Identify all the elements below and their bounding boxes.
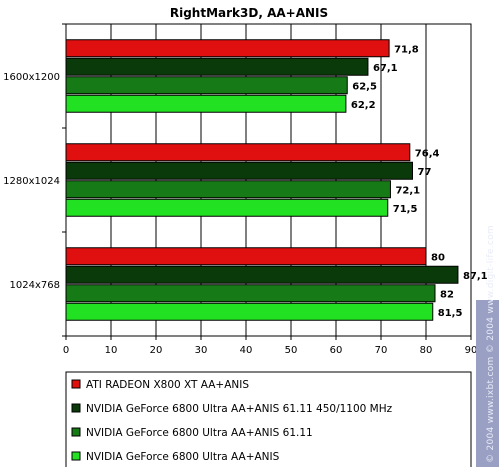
legend-swatch-3 — [71, 451, 81, 461]
legend — [65, 371, 472, 471]
x-tick-label-80: 80 — [420, 345, 433, 356]
legend-label-3: NVIDIA GeForce 6800 Ultra AA+ANIS — [86, 451, 280, 463]
x-tick-label-40: 40 — [240, 345, 253, 356]
legend-label-0: ATI RADEON X800 XT AA+ANIS — [86, 379, 249, 391]
legend-swatch-1 — [71, 403, 81, 413]
bar-1280x1024-s2 — [65, 180, 391, 199]
data-label-1024x768-s3: 81,5 — [438, 308, 463, 319]
data-label-1024x768-s2: 82 — [440, 289, 454, 300]
bar-1024x768-s3 — [65, 302, 434, 321]
x-tick-label-50: 50 — [285, 345, 298, 356]
bar-1024x768-s0 — [65, 247, 427, 266]
legend-swatch-0 — [71, 379, 81, 389]
x-tick-label-90: 90 — [465, 345, 478, 356]
data-label-1280x1024-s1: 77 — [418, 167, 432, 178]
bar-1600x1200-s2 — [65, 76, 348, 95]
watermark-text: © 2004 www.ixbt.com © 2004 www.digit-lif… — [486, 225, 496, 463]
category-label-1280x1024: 1280x1024 — [3, 176, 60, 187]
watermark: © 2004 www.ixbt.com © 2004 www.digit-lif… — [476, 225, 499, 467]
data-label-1600x1200-s2: 62,5 — [352, 81, 377, 92]
x-tick-label-70: 70 — [375, 345, 388, 356]
bar-1280x1024-s3 — [65, 198, 389, 217]
data-label-1280x1024-s3: 71,5 — [393, 204, 418, 215]
data-label-1600x1200-s3: 62,2 — [351, 100, 376, 111]
plot-area — [65, 23, 472, 337]
category-label-1600x1200: 1600x1200 — [3, 72, 60, 83]
x-tick-label-0: 0 — [63, 345, 69, 356]
bar-1280x1024-s0 — [65, 143, 411, 162]
x-tick-label-10: 10 — [105, 345, 118, 356]
data-label-1600x1200-s1: 67,1 — [373, 63, 398, 74]
bar-1600x1200-s3 — [65, 94, 347, 113]
x-tick-label-20: 20 — [150, 345, 163, 356]
x-tick-label-60: 60 — [330, 345, 343, 356]
data-label-1024x768-s0: 80 — [431, 252, 445, 263]
data-label-1280x1024-s2: 72,1 — [395, 185, 420, 196]
legend-label-1: NVIDIA GeForce 6800 Ultra AA+ANIS 61.11 … — [86, 403, 393, 415]
bar-1600x1200-s1 — [65, 57, 369, 76]
bar-1280x1024-s1 — [65, 161, 413, 180]
category-label-1024x768: 1024x768 — [10, 280, 60, 291]
bar-1024x768-s2 — [65, 284, 436, 303]
x-tick-label-30: 30 — [195, 345, 208, 356]
legend-label-2: NVIDIA GeForce 6800 Ultra AA+ANIS 61.11 — [86, 427, 313, 439]
bar-1024x768-s1 — [65, 265, 459, 284]
legend-swatch-2 — [71, 427, 81, 437]
bar-1600x1200-s0 — [65, 39, 390, 58]
data-label-1024x768-s1: 87,1 — [463, 271, 488, 282]
data-label-1600x1200-s0: 71,8 — [394, 44, 419, 55]
data-label-1280x1024-s0: 76,4 — [415, 148, 440, 159]
chart-title: RightMark3D, AA+ANIS — [170, 6, 328, 20]
